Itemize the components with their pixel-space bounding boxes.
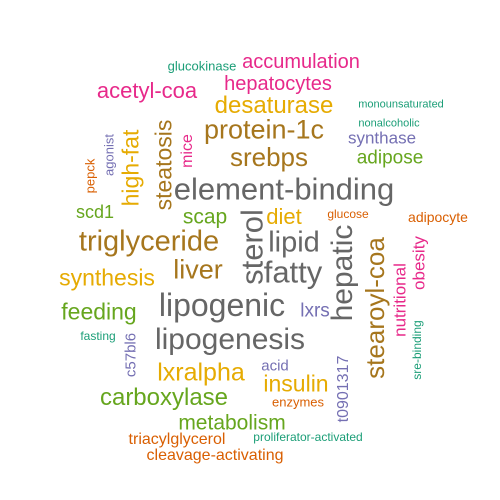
word-mice: mice xyxy=(179,134,196,168)
word-lipogenesis: lipogenesis xyxy=(154,323,306,356)
word-hepatocytes: hepatocytes xyxy=(224,73,332,95)
word-high-fat: high-fat xyxy=(117,129,144,207)
word-acid: acid xyxy=(261,357,289,375)
word-cleavage-activating: cleavage-activating xyxy=(146,447,284,464)
word-scap: scap xyxy=(182,205,228,229)
word-acetyl-coa: acetyl-coa xyxy=(96,78,198,103)
word-nutritional: nutritional xyxy=(390,263,410,337)
word-steatosis: steatosis xyxy=(150,119,177,211)
word-adipocyte: adipocyte xyxy=(408,209,468,225)
word-accumulation: accumulation xyxy=(242,51,360,73)
word-lipogenic: lipogenic xyxy=(158,287,286,323)
word-glucose: glucose xyxy=(327,207,369,221)
word-synthesis: synthesis xyxy=(59,264,155,291)
word-proliferator-activated: proliferator-activated xyxy=(253,430,363,444)
word-synthase: synthase xyxy=(347,128,417,148)
word-lxrs: lxrs xyxy=(300,300,330,322)
word-lxralpha: lxralpha xyxy=(157,358,245,387)
word-desaturase: desaturase xyxy=(214,92,334,119)
word-scd1: scd1 xyxy=(75,202,115,222)
word-agonist: agonist xyxy=(101,134,117,176)
word-protein-1c: protein-1c xyxy=(203,114,325,145)
word-fasting: fasting xyxy=(80,329,116,343)
word-carboxylase: carboxylase xyxy=(99,384,229,411)
word-feeding: feeding xyxy=(61,298,137,325)
word-fatty: fatty xyxy=(263,254,323,290)
word-element-binding: element-binding xyxy=(173,171,395,207)
word-srebps: srebps xyxy=(229,142,309,172)
word-pepck: pepck xyxy=(82,158,98,194)
word-glucokinase: glucokinase xyxy=(167,58,237,74)
word-insulin: insulin xyxy=(263,370,329,397)
word-lipid: lipid xyxy=(268,226,320,259)
word-c57bl6: c57bl6 xyxy=(122,332,140,378)
word-monounsaturated: monounsaturated xyxy=(358,98,444,111)
word-obesity: obesity xyxy=(409,236,429,290)
word-enzymes: enzymes xyxy=(271,394,325,410)
word-t0901317: t0901317 xyxy=(335,355,352,423)
word-triacylglycerol: triacylglycerol xyxy=(128,431,226,448)
word-liver: liver xyxy=(173,254,223,285)
word-adipose: adipose xyxy=(356,147,424,169)
word-triglyceride: triglyceride xyxy=(78,225,220,258)
word-sre-binding: sre-binding xyxy=(410,320,424,380)
word-hepatic: hepatic xyxy=(326,224,359,322)
word-metabolism: metabolism xyxy=(178,411,286,435)
word-diet: diet xyxy=(266,204,302,229)
word-nonalcoholic: nonalcoholic xyxy=(358,117,420,130)
word-stearoyl-coa: stearoyl-coa xyxy=(360,237,390,379)
